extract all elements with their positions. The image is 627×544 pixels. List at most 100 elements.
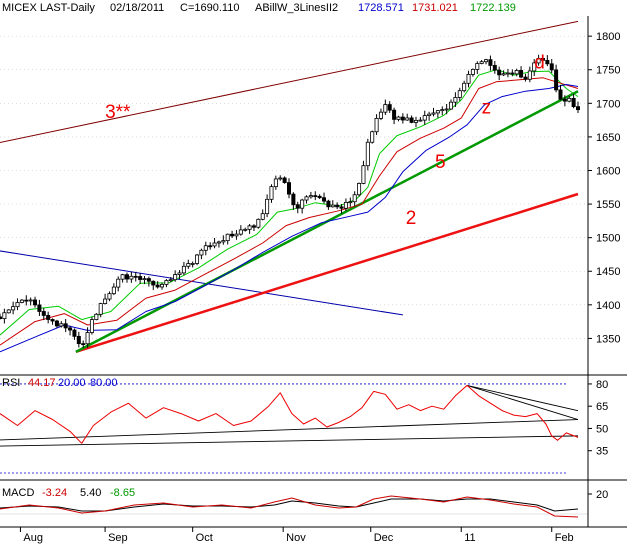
annotation-label: z: [482, 97, 492, 118]
candle-body: [129, 275, 134, 280]
candle-body: [76, 335, 81, 345]
rsi-tick-label: 65: [596, 401, 608, 413]
candle-body: [431, 112, 436, 115]
candle-body: [378, 111, 383, 119]
candle-body: [251, 225, 256, 228]
candle-body: [326, 200, 331, 208]
candle-body: [343, 201, 348, 209]
candle-body: [0, 316, 3, 320]
candle-body: [85, 332, 90, 345]
x-tick-label: 11: [464, 532, 475, 544]
candle-body: [383, 104, 388, 113]
candle-body: [33, 299, 38, 306]
candle-body: [462, 82, 467, 92]
candle-body: [107, 293, 112, 300]
price-tick-label: 1600: [596, 165, 620, 177]
candle-body: [571, 97, 576, 108]
x-tick-label: Sep: [108, 532, 128, 544]
candle-body: [190, 263, 195, 265]
rsi-trendline: [0, 419, 579, 441]
candle-body: [497, 69, 502, 76]
price-candles: [0, 54, 581, 349]
candle-body: [413, 119, 418, 123]
candle-body: [238, 229, 243, 235]
candle-body: [317, 195, 322, 199]
candle-body: [492, 65, 497, 71]
candle-body: [330, 204, 335, 208]
candle-body: [15, 301, 20, 308]
candle-body: [576, 106, 581, 111]
candle-body: [348, 201, 353, 204]
candle-body: [300, 199, 305, 209]
candle-body: [409, 117, 414, 123]
macd-line: [0, 495, 579, 518]
candle-body: [265, 198, 270, 215]
candle-body: [488, 59, 493, 66]
candle-body: [567, 97, 572, 102]
rsi-series: [0, 384, 579, 444]
macd-signal-value: 5.40: [80, 487, 101, 499]
candle-body: [247, 225, 252, 230]
price-tick-label: 1800: [596, 31, 620, 43]
candle-body: [94, 313, 99, 321]
rsi-trendline: [466, 384, 579, 420]
candle-body: [510, 72, 515, 75]
candle-body: [208, 245, 213, 248]
candle-body: [72, 329, 77, 337]
indicator-value-green: 1722.139: [470, 2, 516, 14]
candle-body: [357, 183, 362, 196]
annotation-label: 5: [435, 152, 446, 173]
candle-body: [50, 319, 55, 322]
candle-body: [164, 280, 169, 285]
candle-body: [470, 69, 475, 75]
candle-body: [199, 249, 204, 256]
macd-y-axis: 20: [588, 489, 608, 501]
candle-body: [28, 299, 33, 302]
candle-body: [2, 312, 7, 320]
candle-body: [24, 299, 29, 302]
candle-body: [444, 108, 449, 111]
candle-body: [536, 57, 541, 64]
candle-body: [453, 97, 458, 103]
candle-body: [63, 323, 68, 329]
x-tick-label: Dec: [374, 532, 394, 544]
candle-body: [374, 118, 379, 133]
moving-average-ma-slow: [0, 84, 579, 353]
candle-body: [449, 101, 454, 110]
candle-body: [260, 213, 265, 220]
candle-body: [186, 263, 191, 267]
candle-body: [243, 228, 248, 231]
rsi-pane: 35 50 65 80 RSI 44.17 20.00 80.00: [0, 377, 608, 474]
candle-body: [81, 343, 86, 346]
candle-body: [335, 204, 340, 208]
candle-body: [545, 59, 550, 65]
candle-body: [549, 63, 554, 71]
x-tick-label: Oct: [196, 532, 213, 544]
indicator-name: ABillW_3LinesII2: [255, 2, 338, 14]
annotation-label: 3**: [105, 102, 131, 123]
x-tick-label: Nov: [286, 532, 306, 544]
candle-body: [457, 90, 462, 98]
macd-title: MACD: [2, 487, 34, 499]
x-axis: Aug Sep Oct Nov Dec 11 Feb: [19, 527, 574, 544]
moving-average-ma-mid: [0, 77, 579, 346]
price-tick-label: 1750: [596, 65, 620, 77]
candle-body: [519, 70, 524, 78]
candle-body: [352, 194, 357, 203]
candle-body: [160, 284, 165, 288]
price-tick-label: 1400: [596, 300, 620, 312]
chart-close-value: C=1690.110: [180, 2, 239, 14]
rsi-trendline: [466, 384, 579, 412]
candle-body: [225, 233, 230, 242]
price-tick-label: 1650: [596, 132, 620, 144]
candle-body: [527, 70, 532, 80]
candle-body: [282, 177, 287, 183]
candle-body: [484, 59, 489, 63]
candle-body: [273, 178, 278, 188]
candle-body: [68, 327, 73, 331]
candle-body: [392, 109, 397, 120]
indicator-value-red: 1731.021: [412, 2, 458, 14]
candle-body: [269, 186, 274, 200]
candle-body: [168, 279, 173, 282]
